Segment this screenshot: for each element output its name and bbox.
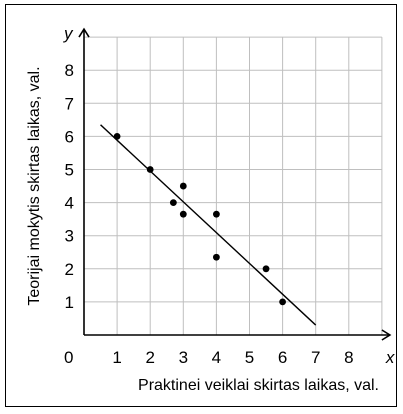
data-point	[169, 199, 177, 207]
y-axis-arrow	[78, 27, 90, 38]
data-point	[262, 265, 270, 273]
y-tick-label: 2	[65, 260, 74, 279]
data-points	[113, 133, 286, 306]
x-axis-letter: x	[385, 348, 395, 367]
y-tick-label: 7	[65, 94, 74, 113]
axes	[78, 27, 392, 341]
chart-frame: 1 2 3 4 5 6 7 8 1 2 3 4 5 6 7 8 x y 0 Praktinei veiklai…	[5, 4, 397, 407]
x-tick-label: 5	[245, 348, 254, 367]
y-tick-label: 1	[65, 293, 74, 312]
x-tick-label: 7	[311, 348, 320, 367]
trend-line-group	[100, 124, 317, 326]
y-tick-label: 4	[65, 194, 74, 213]
y-tick-label: 3	[65, 227, 74, 246]
data-point	[179, 210, 187, 218]
scatter-chart: 1 2 3 4 5 6 7 8 1 2 3 4 5 6 7 8 x y 0 Praktinei veiklai…	[26, 24, 395, 394]
data-point	[179, 182, 187, 190]
trend-line	[100, 124, 317, 326]
y-axis-letter: y	[63, 24, 74, 43]
data-point	[213, 253, 220, 261]
data-point	[279, 298, 286, 306]
data-point	[113, 133, 121, 140]
x-tick-label: 6	[278, 348, 287, 367]
x-tick-label: 4	[212, 348, 221, 367]
x-tick-label: 2	[145, 348, 154, 367]
x-axis-arrow	[381, 329, 392, 341]
y-tick-label: 5	[65, 161, 74, 180]
y-tick-label: 8	[65, 61, 74, 80]
origin-label: 0	[64, 348, 73, 367]
y-axis-title: Teorijai mokytis skirtas laikas, val.	[26, 66, 43, 305]
x-tick-label: 3	[179, 348, 188, 367]
grid-lines	[84, 36, 383, 335]
tick-labels: 1 2 3 4 5 6 7 8 1 2 3 4 5 6 7 8	[65, 61, 354, 367]
data-point	[213, 210, 220, 218]
x-tick-label: 8	[344, 348, 353, 367]
y-tick-label: 6	[65, 127, 74, 146]
x-axis-title: Praktinei veiklai skirtas laikas, val.	[138, 377, 379, 394]
data-point	[146, 166, 154, 173]
x-tick-label: 1	[112, 348, 121, 367]
